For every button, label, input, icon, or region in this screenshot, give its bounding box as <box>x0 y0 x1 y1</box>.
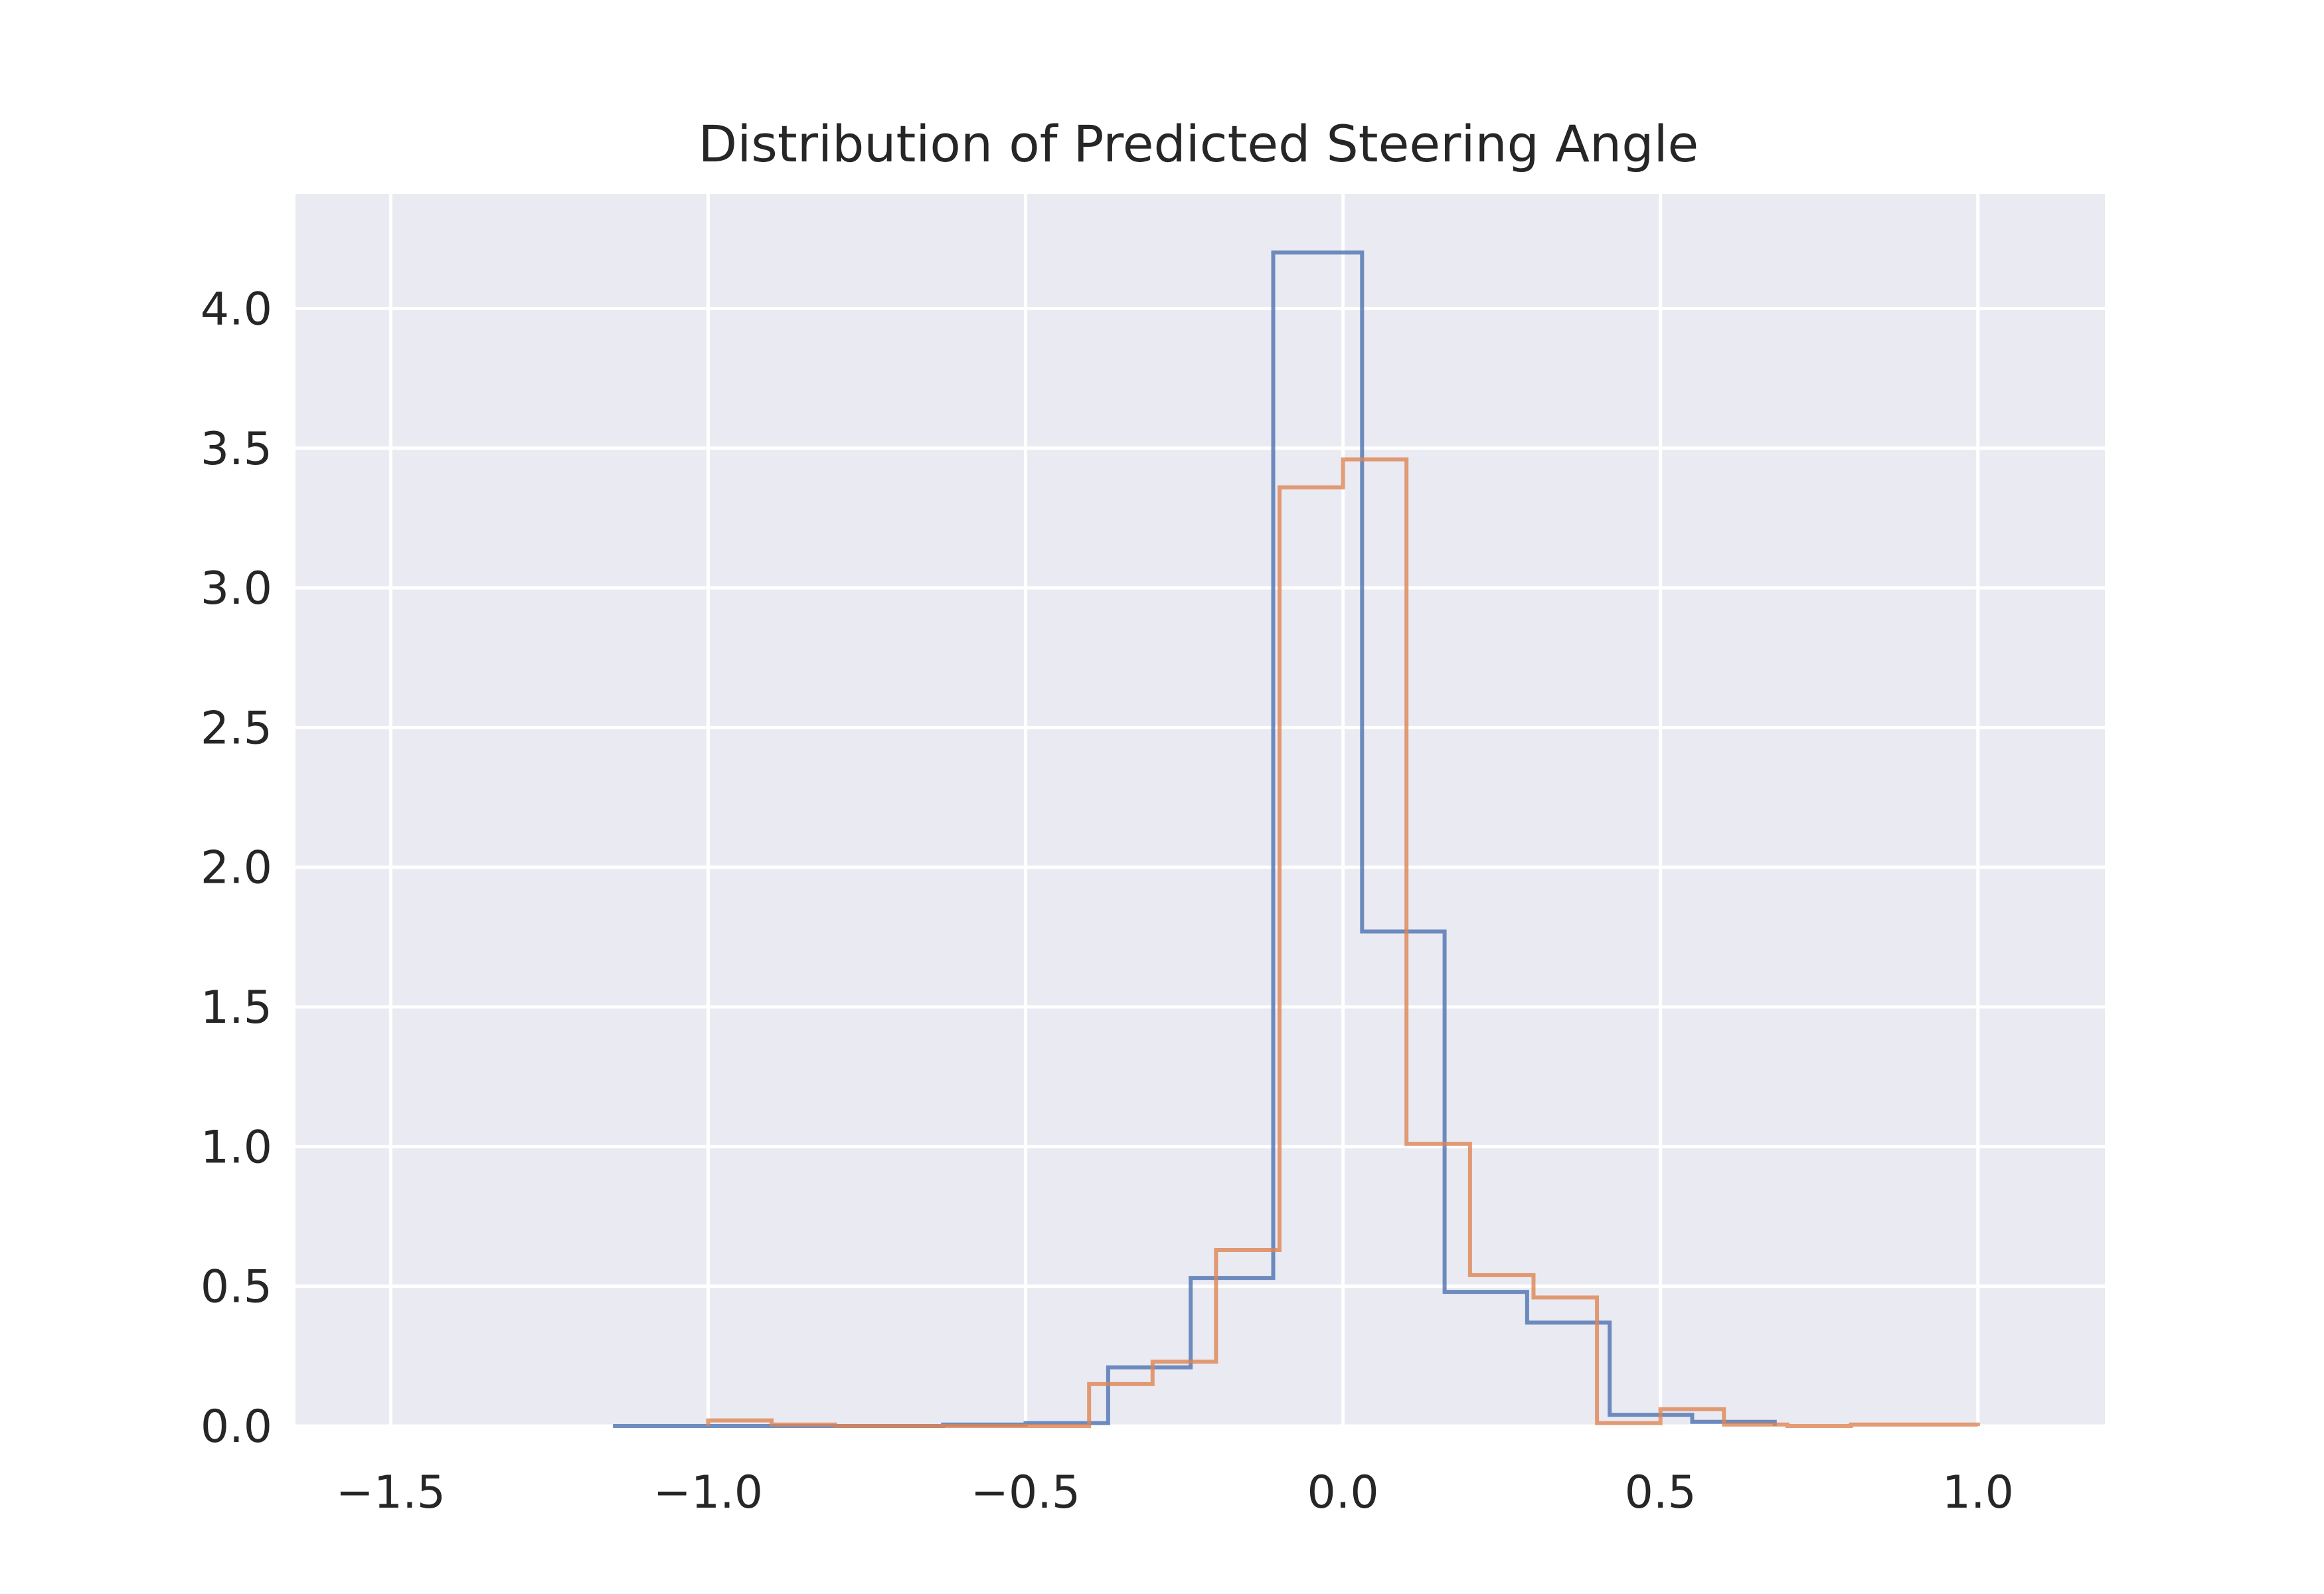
x-axis-tick-labels: −1.5 −1.0 −0.5 0.0 0.5 1.0 <box>336 1466 2014 1519</box>
y-tick-label: 2.5 <box>201 702 272 754</box>
plot-area <box>295 194 2105 1426</box>
y-tick-label: 0.0 <box>201 1401 272 1453</box>
y-tick-label: 3.5 <box>201 423 272 476</box>
chart-title: Distribution of Predicted Steering Angle <box>699 114 1699 173</box>
x-tick-label: 0.0 <box>1307 1466 1379 1519</box>
x-tick-label: −1.5 <box>336 1466 446 1519</box>
y-tick-label: 0.5 <box>201 1261 272 1314</box>
y-axis-tick-labels: 0.0 0.5 1.0 1.5 2.0 2.5 3.0 3.5 4.0 <box>201 283 272 1453</box>
y-tick-label: 1.0 <box>201 1121 272 1174</box>
y-tick-label: 3.0 <box>201 563 272 615</box>
x-tick-label: −1.0 <box>653 1466 763 1519</box>
x-tick-label: −0.5 <box>971 1466 1080 1519</box>
y-tick-label: 1.5 <box>201 982 272 1034</box>
grid-lines <box>295 194 2105 1428</box>
x-tick-label: 1.0 <box>1942 1466 2014 1519</box>
y-tick-label: 4.0 <box>201 283 272 335</box>
histogram-series <box>613 250 1980 1428</box>
y-tick-label: 2.0 <box>201 842 272 895</box>
x-tick-label: 0.5 <box>1625 1466 1697 1519</box>
histogram-step-line-2 <box>706 457 1980 1428</box>
